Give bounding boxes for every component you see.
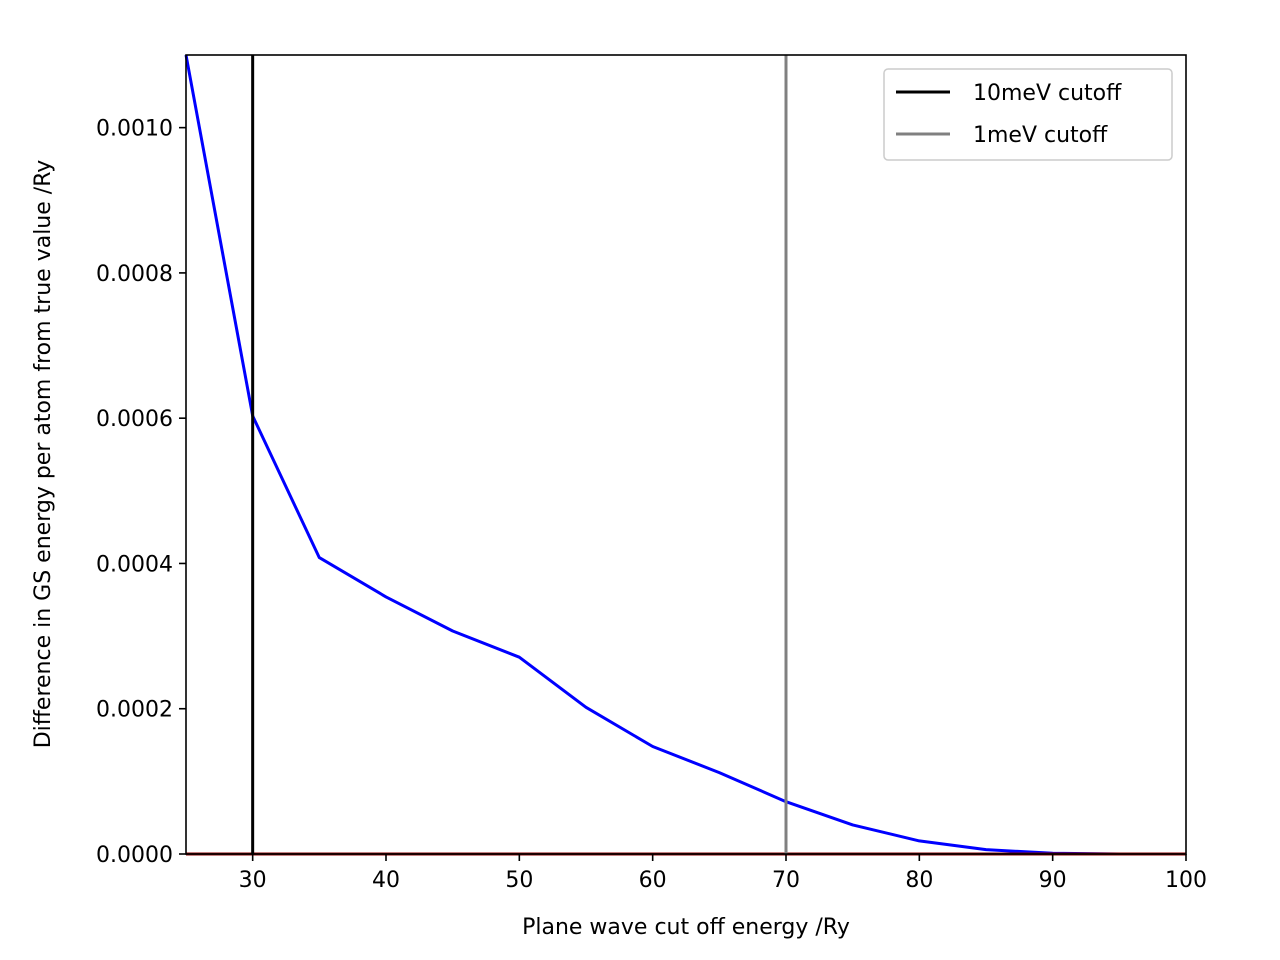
series-line-0 <box>184 54 1186 856</box>
y-axis-ticks: 0.0000 0.0002 0.0004 0.0006 0.0008 0.0010 <box>96 117 186 868</box>
y-tick-label: 0.0010 <box>96 117 173 142</box>
y-tick-label: 0.0002 <box>96 698 173 723</box>
x-tick-label: 30 <box>239 868 267 893</box>
x-tick-label: 50 <box>505 868 533 893</box>
legend: 10meV cutoff 1meV cutoff <box>883 68 1173 161</box>
y-tick-label: 0.0000 <box>96 843 173 868</box>
x-axis-ticks: 30 40 50 60 70 80 90 100 <box>239 854 1207 893</box>
plot-area <box>186 55 1186 854</box>
legend-box <box>883 68 1173 161</box>
plot-frame <box>185 54 1187 855</box>
y-tick-label: 0.0006 <box>96 407 173 432</box>
x-tick-label: 40 <box>372 868 400 893</box>
y-tick-label: 0.0004 <box>96 552 173 577</box>
x-tick-label: 90 <box>1039 868 1067 893</box>
x-tick-label: 70 <box>772 868 800 893</box>
legend-label-1: 1meV cutoff <box>973 123 1108 148</box>
x-tick-label: 100 <box>1165 868 1207 893</box>
legend-label-0: 10meV cutoff <box>973 81 1122 106</box>
x-tick-label: 80 <box>905 868 933 893</box>
x-axis-label: Plane wave cut off energy /Ry <box>522 915 850 940</box>
y-axis-label: Difference in GS energy per atom from tr… <box>31 160 56 749</box>
y-tick-label: 0.0008 <box>96 262 173 287</box>
x-tick-label: 60 <box>639 868 667 893</box>
vline-layer <box>251 55 788 854</box>
legend-entries: 10meV cutoff 1meV cutoff <box>896 81 1122 148</box>
